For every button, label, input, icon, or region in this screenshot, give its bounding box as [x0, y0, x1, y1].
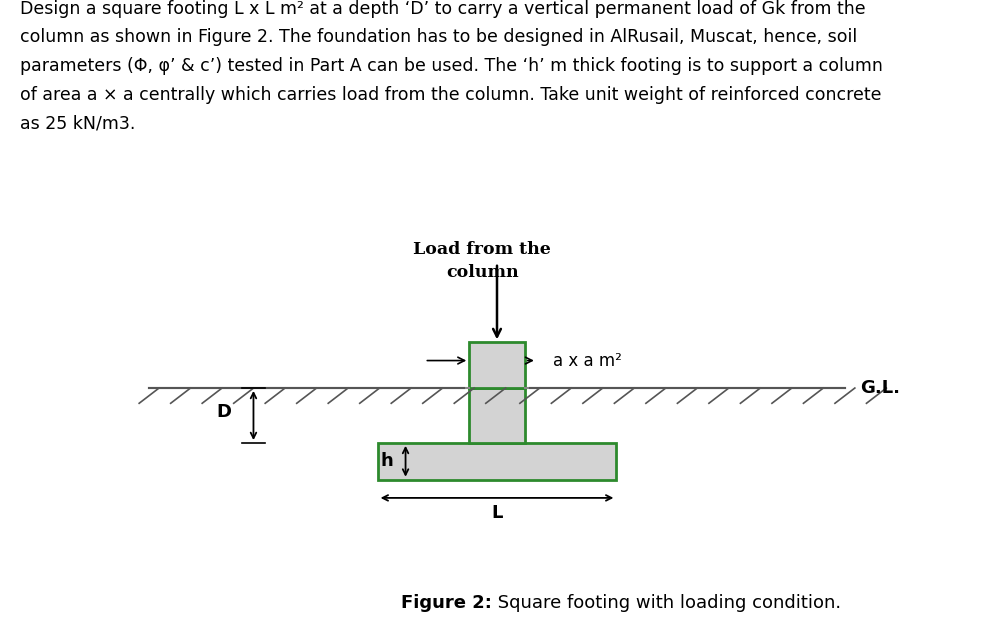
- Text: h: h: [381, 452, 394, 471]
- Bar: [378, 443, 616, 480]
- Bar: [469, 388, 525, 443]
- Text: G.L.: G.L.: [860, 379, 900, 397]
- Text: Design a square footing L x L m² at a depth ‘D’ to carry a vertical permanent lo: Design a square footing L x L m² at a de…: [20, 0, 883, 132]
- Text: a x a m²: a x a m²: [553, 352, 621, 370]
- Text: D: D: [217, 404, 232, 422]
- Text: Square footing with loading condition.: Square footing with loading condition.: [492, 594, 841, 612]
- Text: column: column: [445, 264, 519, 281]
- Text: L: L: [491, 504, 503, 522]
- Text: Load from the: Load from the: [414, 241, 551, 258]
- Text: Figure 2:: Figure 2:: [402, 594, 492, 612]
- Bar: [469, 342, 525, 388]
